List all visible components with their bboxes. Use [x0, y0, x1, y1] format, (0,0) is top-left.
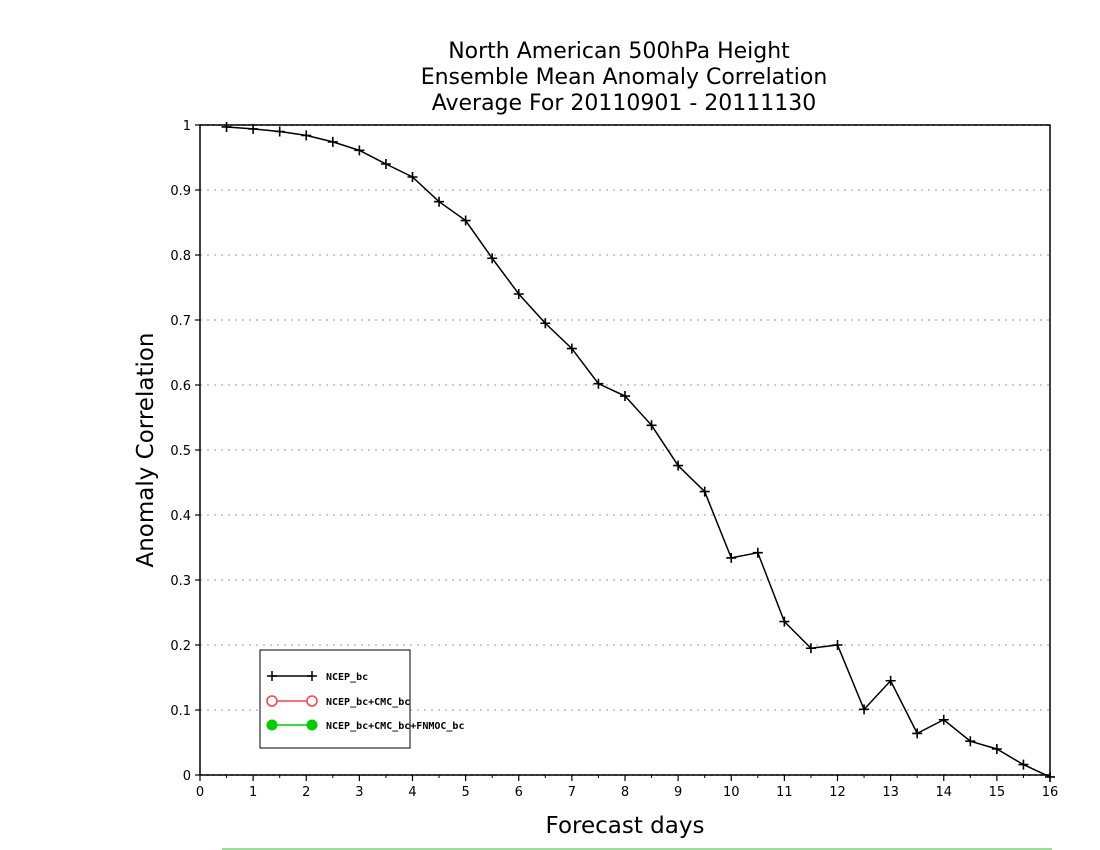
data-point: [248, 123, 259, 134]
data-point: [699, 486, 710, 497]
x-tick-label: 14: [935, 785, 952, 800]
x-tick-label: 0: [196, 785, 204, 800]
y-tick-label: 0.6: [170, 379, 191, 394]
x-tick-label: 13: [882, 785, 899, 800]
y-tick-label: 0.5: [170, 444, 191, 459]
data-point: [327, 136, 338, 147]
y-tick-label: 0.4: [170, 509, 191, 524]
data-point: [965, 736, 976, 747]
data-point: [380, 159, 391, 169]
legend-label-1: NCEP_bc: [326, 672, 368, 683]
data-point: [859, 704, 870, 715]
legend-entry-1: NCEP_bc: [267, 671, 368, 683]
series-line: [226, 126, 1051, 778]
data-point: [301, 130, 312, 141]
data-point: [832, 640, 843, 650]
data-point: [221, 121, 232, 132]
x-axis: 0 1 2 3 4 5 6 7 8 9 10 11 12 13 14 15 16: [196, 775, 1058, 800]
legend: NCEP_bc NCEP_bc+CMC_bc NCEP_bc+CMC_bc+FN…: [259, 649, 464, 749]
y-tick-label: 0.9: [170, 184, 191, 199]
legend-swatch-marker-3b: [306, 719, 318, 731]
title-line-1: North American 500hPa Height: [448, 39, 790, 64]
legend-swatch-marker-3a: [266, 719, 278, 731]
title-line-3: Average For 20110901 - 20111130: [432, 91, 817, 116]
x-tick-label: 2: [302, 785, 310, 800]
y-tick-label: 0.1: [170, 704, 191, 719]
x-tick-label: 1: [249, 785, 257, 800]
x-tick-label: 9: [674, 785, 682, 800]
data-point: [779, 616, 790, 627]
data-point: [805, 643, 816, 654]
data-point: [673, 460, 684, 471]
series-layer: [221, 121, 1055, 782]
data-point: [726, 552, 737, 563]
legend-entry-2: NCEP_bc+CMC_bc: [266, 695, 410, 708]
data-point: [540, 318, 551, 329]
legend-label-3: NCEP_bc+CMC_bc+FNMOC_bc: [326, 721, 464, 732]
legend-swatch-marker-1a: [267, 671, 277, 681]
data-point: [513, 289, 524, 299]
y-axis: 0 0.1 0.2 0.3 0.4 0.5 0.6 0.7 0.8 0.9 1: [170, 119, 200, 784]
data-point: [991, 744, 1002, 754]
data-point: [646, 420, 657, 431]
data-point: [274, 126, 285, 137]
series-1: [221, 121, 1055, 782]
data-point: [752, 547, 763, 558]
x-tick-label: 4: [408, 785, 416, 800]
legend-box: [259, 649, 411, 749]
y-axis-label: Anomaly Correlation: [133, 332, 159, 567]
data-point: [885, 675, 896, 686]
data-point: [460, 215, 471, 226]
data-point: [566, 343, 577, 354]
x-tick-label: 10: [723, 785, 740, 800]
data-point: [1018, 759, 1029, 770]
legend-swatch-marker-2b: [306, 695, 318, 707]
legend-swatch-marker-2a: [266, 695, 278, 707]
data-point: [620, 391, 630, 402]
data-point: [487, 253, 498, 264]
data-point: [434, 196, 445, 207]
x-axis-label: Forecast days: [546, 813, 705, 839]
y-tick-label: 1: [183, 119, 191, 134]
y-tick-label: 0.2: [170, 639, 191, 654]
x-tick-label: 6: [515, 785, 523, 800]
data-point: [593, 378, 604, 389]
x-tick-label: 5: [461, 785, 469, 800]
x-tick-label: 8: [621, 785, 629, 800]
y-tick-label: 0.8: [170, 249, 191, 264]
y-tick-label: 0: [183, 769, 191, 784]
data-point: [407, 172, 418, 182]
data-point: [1045, 771, 1055, 782]
x-tick-label: 15: [989, 785, 1006, 800]
legend-swatch-marker-1b: [307, 671, 317, 681]
title-line-2: Ensemble Mean Anomaly Correlation: [421, 65, 828, 90]
legend-entry-3: NCEP_bc+CMC_bc+FNMOC_bc: [266, 719, 464, 732]
data-point: [912, 728, 923, 739]
x-tick-label: 7: [568, 785, 576, 800]
x-tick-label: 16: [1042, 785, 1059, 800]
y-tick-label: 0.7: [170, 314, 191, 329]
data-point: [354, 145, 365, 156]
data-point: [938, 714, 949, 725]
legend-label-2: NCEP_bc+CMC_bc: [326, 697, 410, 708]
x-tick-label: 12: [829, 785, 846, 800]
y-tick-label: 0.3: [170, 574, 191, 589]
x-tick-label: 3: [355, 785, 363, 800]
chart-title: North American 500hPa Height Ensemble Me…: [421, 39, 828, 116]
x-tick-label: 11: [776, 785, 793, 800]
